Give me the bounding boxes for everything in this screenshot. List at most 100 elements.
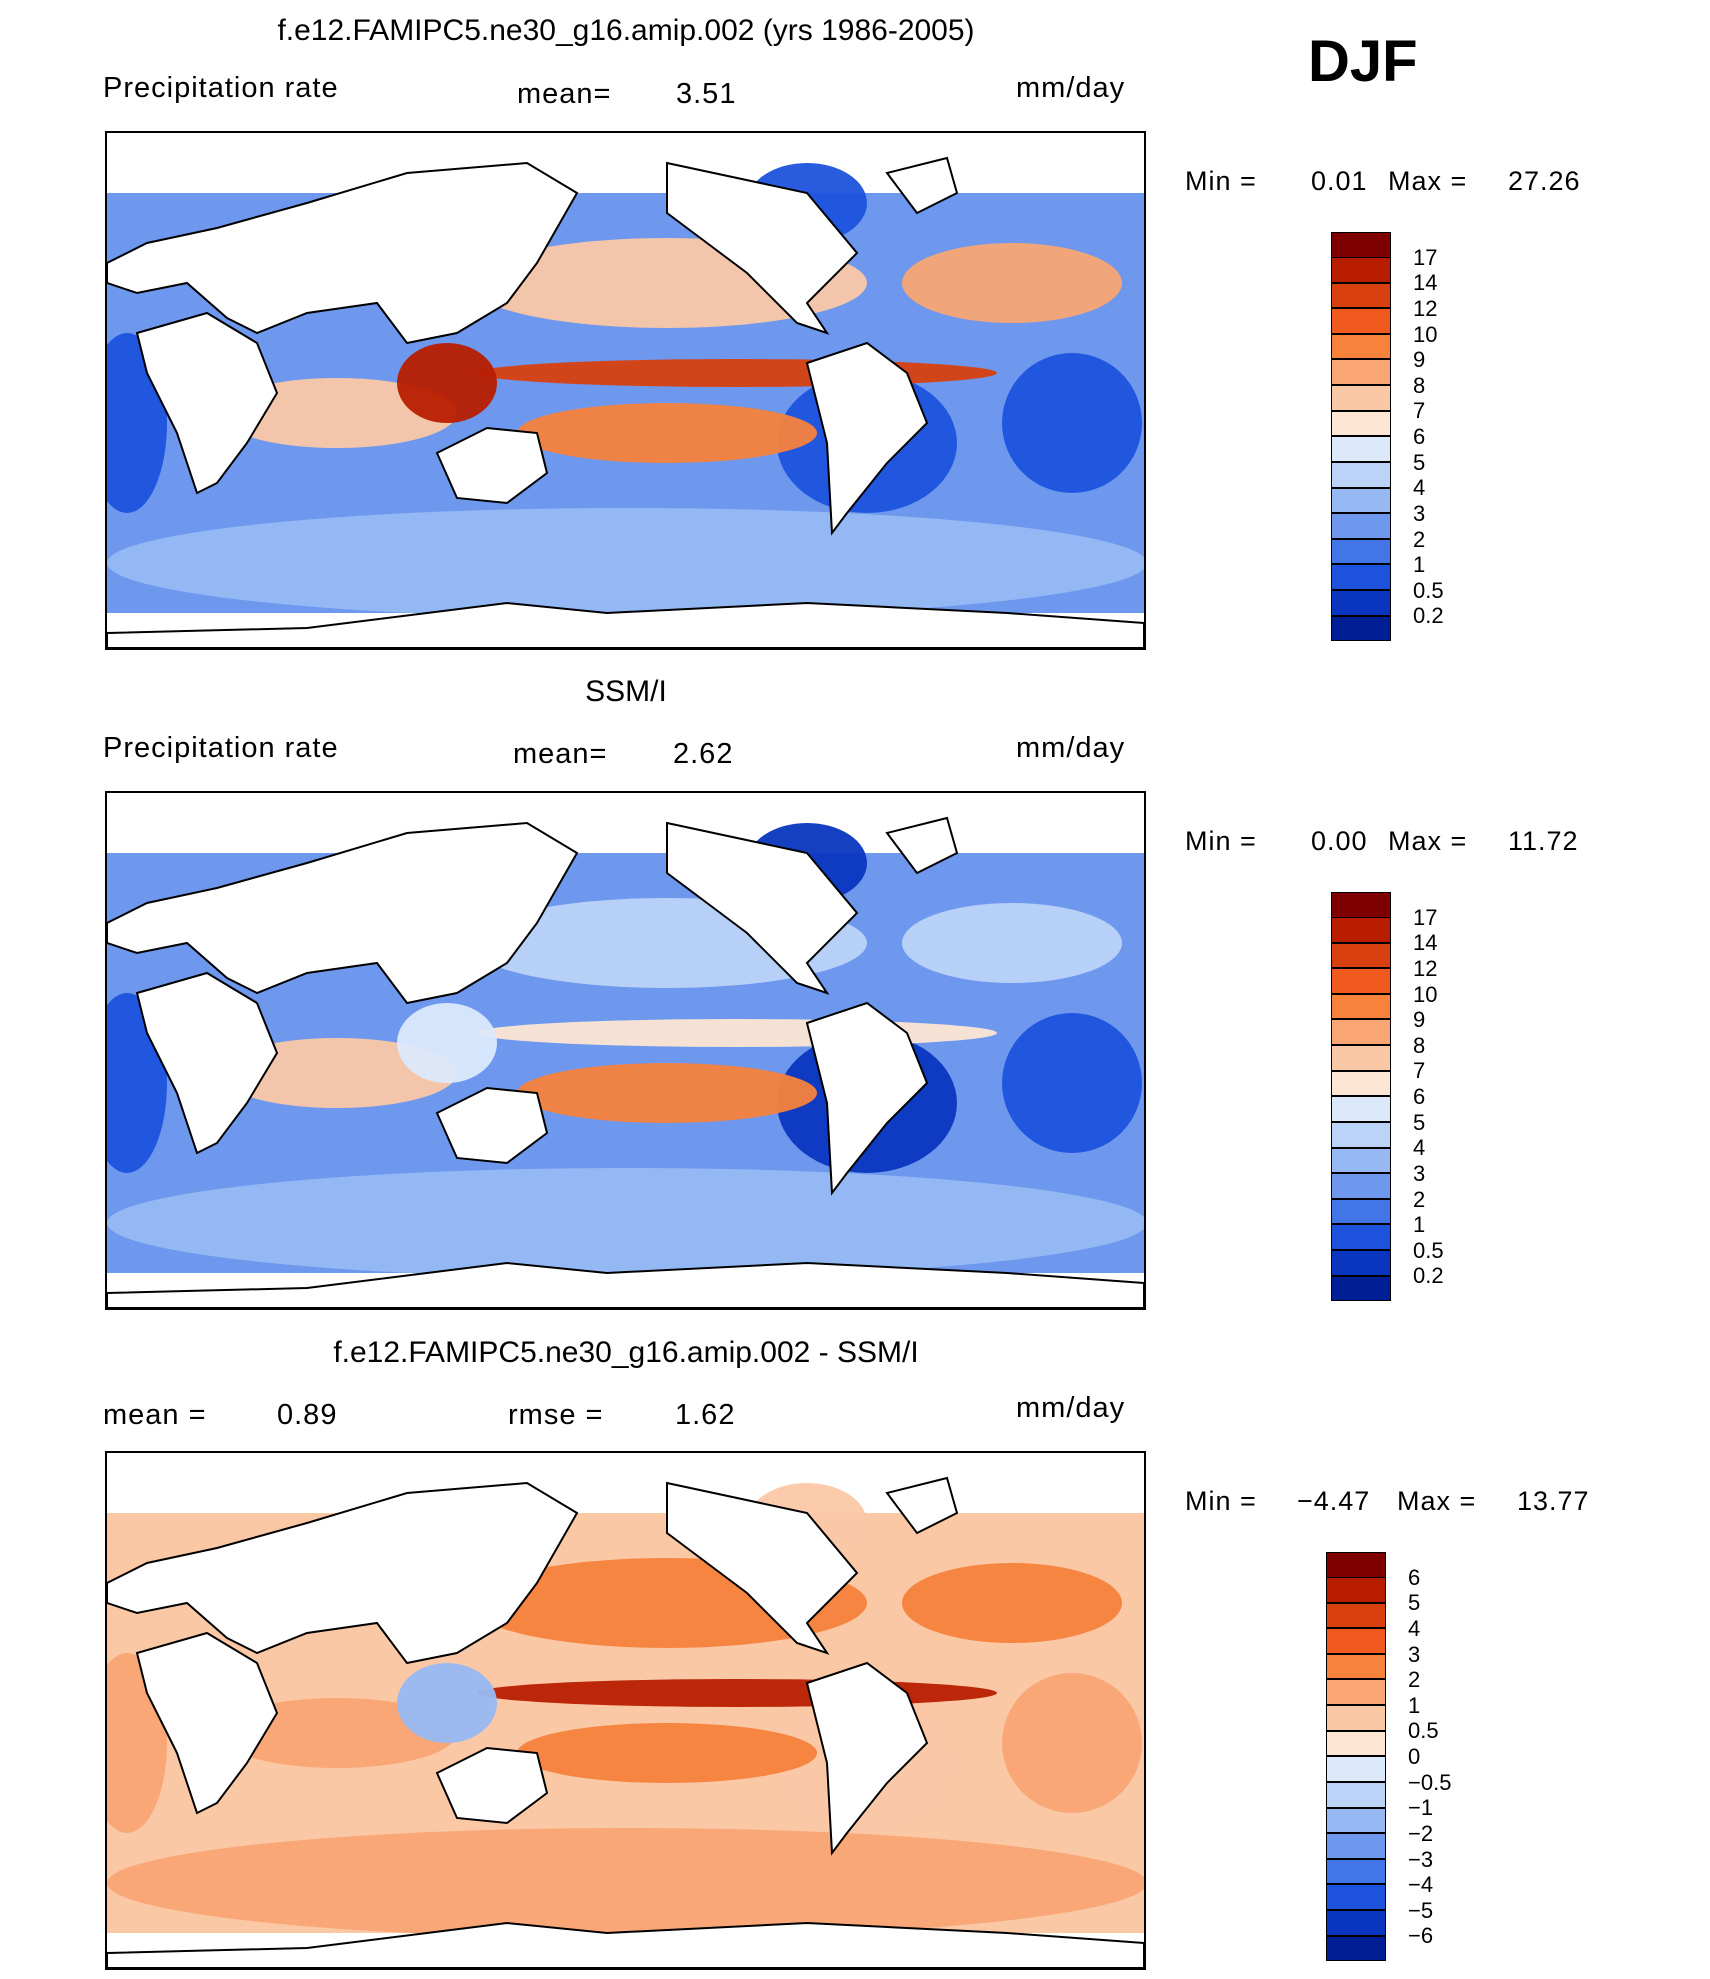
panel2-max-label: Max = [1388,826,1468,856]
precip-region-maritime-continent [397,1663,497,1743]
colorbar-tick-label: −6 [1408,1923,1434,1949]
precip-region-subtropical-south-atlantic [1002,1013,1142,1153]
colorbar-swatch [1331,942,1391,969]
precip-region-south-pacific-convergence [517,1723,817,1783]
precip-region-north-atlantic [902,243,1122,323]
colorbar-tick-label: 17 [1413,904,1438,930]
precip-region-subtropical-south-atlantic [1002,353,1142,493]
precip-region-itcz-pacific [477,1019,997,1047]
colorbar-swatch [1331,1019,1391,1045]
colorbar-tick-label: 14 [1413,270,1438,296]
panel1-max-label: Max = [1388,166,1468,196]
colorbar-swatch [1326,1756,1386,1782]
colorbar-tick-label: 5 [1413,449,1426,475]
panel3-map [105,1451,1146,1970]
land-outline [435,1746,549,1825]
precip-region-indian-ocean [217,378,457,448]
colorbar-swatch [1326,1781,1386,1808]
colorbar-swatch [1331,1096,1391,1122]
precip-region-southern-ocean [107,1168,1144,1278]
colorbar-swatch [1331,615,1391,642]
precip-region-maritime-continent [397,343,497,423]
colorbar-tick-label: 4 [1413,1135,1426,1161]
colorbar-tick-label: 5 [1408,1590,1421,1616]
colorbar-swatch [1331,892,1391,918]
panel1-max-value: 27.26 [1508,166,1581,196]
panel2-title: SSM/I [585,675,667,708]
colorbar-tick-label: 3 [1413,1160,1426,1186]
colorbar-swatch [1326,1730,1386,1757]
land-outline [666,1481,859,1655]
colorbar-tick-label: 5 [1413,1109,1426,1135]
colorbar-tick-label: −4 [1408,1872,1434,1898]
colorbar-swatch [1331,1250,1391,1276]
colorbar-swatch [1326,1705,1386,1731]
precip-region-north-atlantic [902,903,1122,983]
colorbar-tick-label: 1 [1413,1212,1426,1238]
colorbar-tick-label: 0.5 [1413,577,1444,603]
colorbar-tick-label: 6 [1408,1564,1421,1590]
land-outline [435,426,549,505]
panel2-variable: Precipitation rate [103,732,339,764]
panel1-map-svg [107,156,1144,648]
colorbar-swatch [1326,1653,1386,1680]
colorbar-tick-label: 0.5 [1413,1237,1444,1263]
colorbar-swatch [1331,436,1391,462]
panel3-min-value: −4.47 [1297,1486,1371,1516]
colorbar-swatch [1331,1045,1391,1071]
colorbar-swatch [1326,1576,1386,1603]
colorbar-tick-label: 12 [1413,955,1438,981]
colorbar-swatch [1331,385,1391,411]
colorbar-tick-label: 0.2 [1413,1263,1444,1289]
colorbar-tick-label: 3 [1408,1641,1421,1667]
panel2-map-svg [107,816,1144,1308]
colorbar-swatch [1326,1807,1386,1834]
colorbar-swatch [1331,916,1391,943]
colorbar-swatch [1331,564,1391,590]
colorbar-tick-label: 6 [1413,1084,1426,1109]
colorbar-swatch [1326,1910,1386,1936]
colorbar-swatch [1331,1275,1391,1302]
colorbar-tick-label: 1 [1413,552,1426,578]
colorbar-swatch [1331,1173,1391,1199]
panel1-map [105,131,1146,650]
precip-region-southern-ocean [107,1828,1144,1938]
precip-region-southern-ocean [107,508,1144,618]
colorbar-swatch [1331,461,1391,488]
panel1-mean-value: 3.51 [676,78,737,110]
land-outline [107,161,579,345]
colorbar-tick-label: 9 [1413,347,1426,373]
colorbar-tick-label: −2 [1408,1820,1434,1846]
colorbar-swatch [1331,968,1391,994]
panel3-units: mm/day [1016,1392,1126,1424]
panel2-min-label: Min = [1185,826,1257,856]
precip-region-south-pacific-convergence [517,1063,817,1123]
colorbar-tick-label: 8 [1413,1032,1426,1058]
colorbar-swatch [1331,410,1391,437]
colorbar-tick-label: 8 [1413,372,1426,398]
precip-region-subtropical-south-atlantic [1002,1673,1142,1813]
colorbar-swatch [1331,359,1391,385]
colorbar-swatch [1326,1552,1386,1578]
colorbar-swatch [1331,538,1391,565]
colorbar-tick-label: 7 [1413,398,1426,424]
panel2-min-value: 0.00 [1311,826,1368,856]
colorbar-tick-label: 0.2 [1413,603,1444,629]
colorbar-tick-label: 0.5 [1408,1718,1439,1744]
panel2-max-value: 11.72 [1508,826,1579,856]
colorbar-swatch [1331,1121,1391,1148]
land-outline [666,821,859,995]
land-outline [435,1086,549,1165]
colorbar-tick-label: 2 [1413,526,1426,552]
colorbar-tick-label: 4 [1413,475,1426,501]
colorbar-swatch [1331,1224,1391,1250]
panel3-mean-label: mean = [103,1399,207,1431]
panel1-mean-label: mean= [517,78,612,110]
panel2-mean-label: mean= [513,738,608,770]
colorbar-swatch [1326,1833,1386,1859]
land-outline [805,1661,929,1856]
land-outline [107,821,579,1005]
land-outline [135,311,279,495]
panel1-title: f.e12.FAMIPC5.ne30_g16.amip.002 (yrs 198… [277,14,975,47]
colorbar-swatch [1326,1679,1386,1705]
